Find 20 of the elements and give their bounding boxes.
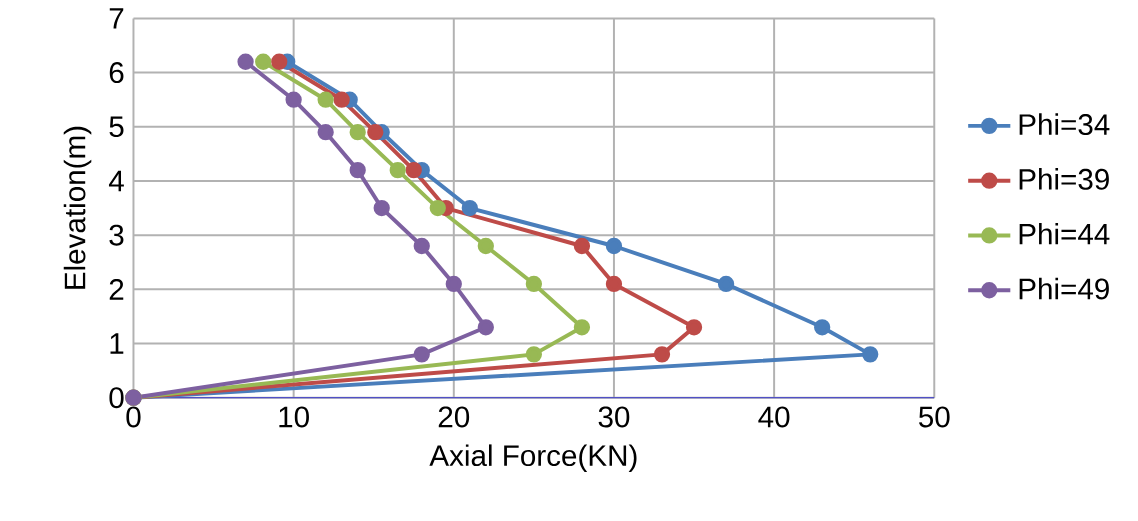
y-tick-label: 3	[109, 224, 124, 246]
y-tick-label: 0	[109, 387, 124, 409]
x-tick-label: 40	[758, 406, 790, 428]
x-tick-label: 30	[598, 406, 630, 428]
y-axis-title: Elevation(m)	[63, 126, 92, 289]
y-tick-label: 6	[109, 62, 124, 84]
x-tick-label: 0	[126, 406, 141, 428]
legend-label: Phi=49	[1019, 277, 1109, 300]
x-tick-label: 50	[919, 406, 950, 428]
y-tick-label: 5	[109, 116, 124, 138]
x-tick-label: 10	[279, 406, 309, 428]
legend-label: Phi=39	[1019, 168, 1109, 190]
legend-label: Phi=34	[1019, 113, 1110, 136]
x-axis-title: Axial Force(KN)	[429, 444, 637, 473]
y-tick-label: 1	[110, 333, 124, 354]
y-tick-label: 7	[109, 8, 124, 29]
legend-label: Phi=44	[1019, 223, 1110, 245]
y-tick-label: 4	[108, 170, 124, 192]
x-tick-label: 20	[438, 406, 470, 428]
y-tick-label: 2	[109, 279, 124, 300]
